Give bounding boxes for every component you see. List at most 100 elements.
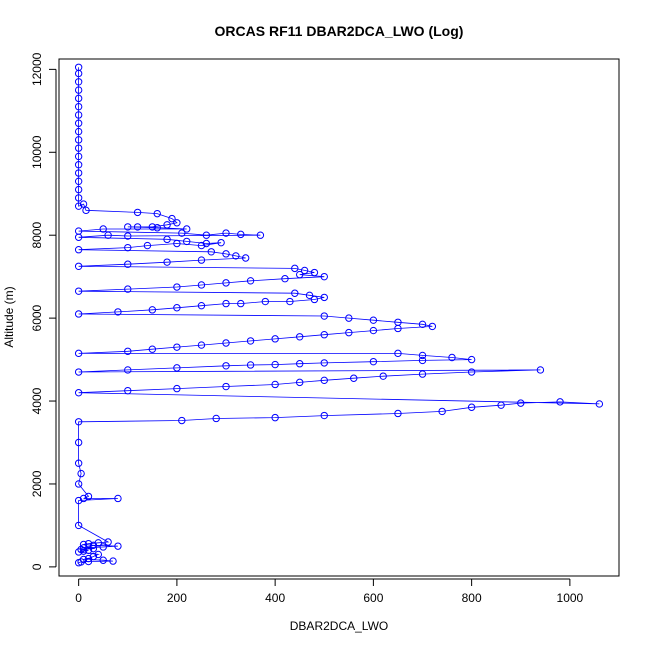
data-point	[104, 231, 112, 239]
data-point	[418, 356, 427, 365]
data-point	[202, 231, 211, 239]
data-point	[124, 366, 132, 374]
data-point	[207, 248, 215, 256]
data-point	[222, 382, 230, 391]
data-point	[124, 347, 132, 355]
data-point	[74, 177, 83, 186]
data-point	[320, 312, 328, 320]
data-point	[148, 345, 157, 353]
y-tick-label: 12000	[30, 52, 44, 86]
x-tick-label: 1000	[557, 591, 584, 605]
data-point	[74, 262, 83, 270]
data-point	[197, 241, 206, 250]
x-tick-label: 800	[462, 591, 482, 605]
data-point	[296, 270, 304, 279]
data-point	[74, 144, 83, 152]
data-point	[448, 353, 456, 362]
data-point	[418, 351, 427, 360]
data-point	[163, 235, 171, 244]
data-point	[173, 384, 181, 393]
x-axis-label: DBAR2DCA_LWO	[290, 619, 388, 633]
data-point	[369, 316, 378, 324]
data-point	[394, 324, 402, 333]
data-point	[291, 289, 299, 297]
data-point	[153, 209, 161, 218]
data-point	[114, 308, 122, 316]
data-point	[84, 554, 93, 563]
data-point	[345, 328, 353, 337]
data-point	[74, 459, 83, 467]
data-point	[74, 287, 83, 295]
y-axis-label: Altitude (m)	[2, 286, 16, 347]
data-point	[94, 550, 102, 559]
data-point	[246, 277, 255, 285]
y-tick-label: 2000	[30, 470, 44, 497]
data-point	[467, 368, 476, 376]
data-point	[74, 559, 83, 567]
data-point	[77, 469, 85, 478]
data-point	[163, 221, 171, 229]
data-point	[84, 557, 93, 566]
data-point	[296, 378, 304, 387]
data-point	[595, 400, 604, 408]
y-tick-label: 8000	[30, 222, 44, 249]
data-point	[246, 337, 255, 345]
x-axis: 0 200 400 600 800 1000	[75, 578, 584, 605]
data-point	[109, 557, 117, 565]
data-point	[197, 341, 206, 349]
data-point	[173, 239, 181, 248]
data-point	[74, 438, 83, 447]
y-tick-label: 4000	[30, 387, 44, 414]
data-point	[305, 291, 314, 300]
data-point	[310, 268, 319, 277]
data-point	[467, 355, 476, 364]
data-point	[197, 281, 206, 289]
data-point	[104, 538, 112, 546]
data-point	[74, 185, 83, 194]
data-point	[99, 543, 107, 551]
plot-frame	[58, 58, 620, 577]
data-point	[124, 223, 132, 231]
data-point	[74, 152, 83, 161]
x-tick-label: 600	[363, 591, 383, 605]
data-point	[84, 546, 93, 554]
data-point	[143, 241, 152, 250]
data-point	[74, 418, 83, 426]
data-point	[271, 335, 279, 343]
data-point	[261, 297, 270, 306]
data-point	[256, 231, 265, 239]
data-point	[79, 555, 88, 564]
data-point	[74, 548, 83, 556]
data-point	[74, 111, 83, 119]
data-point	[173, 219, 181, 227]
data-point	[74, 127, 83, 136]
data-point	[222, 250, 230, 258]
data-point	[271, 380, 279, 389]
data-point	[74, 310, 83, 318]
data-point	[320, 411, 328, 420]
data-point	[438, 407, 446, 416]
data-point	[291, 264, 299, 273]
x-tick-label: 400	[265, 591, 285, 605]
data-point	[74, 169, 83, 177]
y-tick-label: 6000	[30, 304, 44, 331]
data-point	[300, 266, 309, 275]
data-point	[74, 119, 83, 127]
data-point	[197, 256, 206, 264]
data-point	[202, 239, 211, 248]
data-point	[163, 258, 171, 266]
data-point	[536, 366, 545, 374]
data-point	[394, 349, 402, 358]
data-point	[379, 372, 387, 380]
data-point	[241, 254, 250, 262]
data-point	[89, 541, 98, 550]
data-point	[124, 386, 132, 395]
data-point	[124, 260, 132, 268]
data-point	[79, 200, 88, 208]
data-point	[173, 304, 181, 312]
data-point	[79, 547, 88, 555]
data-point	[74, 94, 83, 103]
data-point	[178, 416, 186, 425]
data-point	[74, 69, 83, 78]
